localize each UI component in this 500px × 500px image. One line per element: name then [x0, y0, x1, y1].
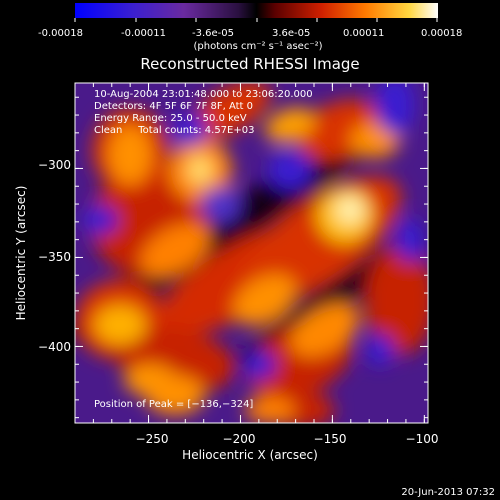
heatmap-blob — [94, 305, 146, 345]
plot-frame — [74, 82, 429, 424]
heatmap-blob — [140, 223, 210, 277]
footer-timestamp: 20-Jun-2013 07:32 — [401, 487, 495, 498]
colorbar-tick-label: -0.00011 — [121, 28, 166, 39]
y-tick-label: −300 — [38, 158, 71, 172]
annotation-energy-range: Energy Range: 25.0 - 50.0 keV — [94, 113, 247, 124]
heatmap-blob — [233, 274, 297, 326]
colorbar-tick-label: -0.00018 — [38, 28, 83, 39]
heatmap-blob — [290, 303, 360, 357]
x-tick-label: −100 — [406, 432, 439, 446]
colorbar-tick-label: -3.6e-05 — [192, 28, 234, 39]
heatmap-blob — [375, 83, 415, 135]
colorbar-unit-label: (photons cm⁻² s⁻¹ asec⁻²) — [193, 41, 322, 52]
y-tick-label: −400 — [38, 340, 71, 354]
y-axis-label: Heliocentric Y (arcsec) — [14, 186, 28, 321]
annotation-time-range: 10-Aug-2004 23:01:48.000 to 23:06:20.000 — [94, 89, 313, 100]
heatmap-blob — [244, 351, 276, 379]
heatmap-blob — [245, 396, 295, 423]
x-axis-label: Heliocentric X (arcsec) — [182, 448, 318, 462]
heatmap-blob — [264, 107, 316, 143]
annotation-total-counts: Clean Total counts: 4.57E+03 — [94, 125, 254, 136]
heatmap-blob — [366, 334, 394, 366]
annotation-detectors: Detectors: 4F 5F 6F 7F 8F, Att 0 — [94, 101, 253, 112]
heatmap-blob — [108, 125, 152, 185]
colorbar-tick-label: 0.00011 — [343, 28, 384, 39]
x-tick-label: −150 — [314, 432, 347, 446]
colorbar-tick-label: 0.00018 — [421, 28, 462, 39]
colorbar-tick-label: 3.6e-05 — [272, 28, 310, 39]
heatmap-blob — [396, 218, 424, 262]
colorbar — [75, 3, 438, 18]
heatmap-blob — [189, 83, 271, 140]
colorbar-ticks — [74, 18, 438, 22]
x-tick-label: −200 — [223, 432, 256, 446]
axis-ticks — [74, 83, 428, 423]
heatmap-blob — [200, 187, 240, 223]
heatmap-blob — [145, 375, 205, 415]
y-tick-label: −350 — [38, 250, 71, 264]
heatmap-blob — [82, 206, 118, 234]
x-tick-label: −250 — [136, 432, 169, 446]
heatmap — [75, 83, 428, 423]
chart-title: Reconstructed RHESSI Image — [140, 55, 359, 73]
heatmap-blob — [365, 245, 428, 355]
heatmap-blob — [172, 114, 208, 146]
colorbar-tick-labels: -0.00018 -0.00011 -3.6e-05 3.6e-05 0.000… — [38, 28, 462, 39]
annotation-peak-position: Position of Peak = [−136,−324] — [94, 399, 253, 410]
heatmap-blob — [188, 156, 212, 184]
heatmap-blob — [336, 196, 364, 224]
heatmap-blob — [268, 150, 312, 190]
